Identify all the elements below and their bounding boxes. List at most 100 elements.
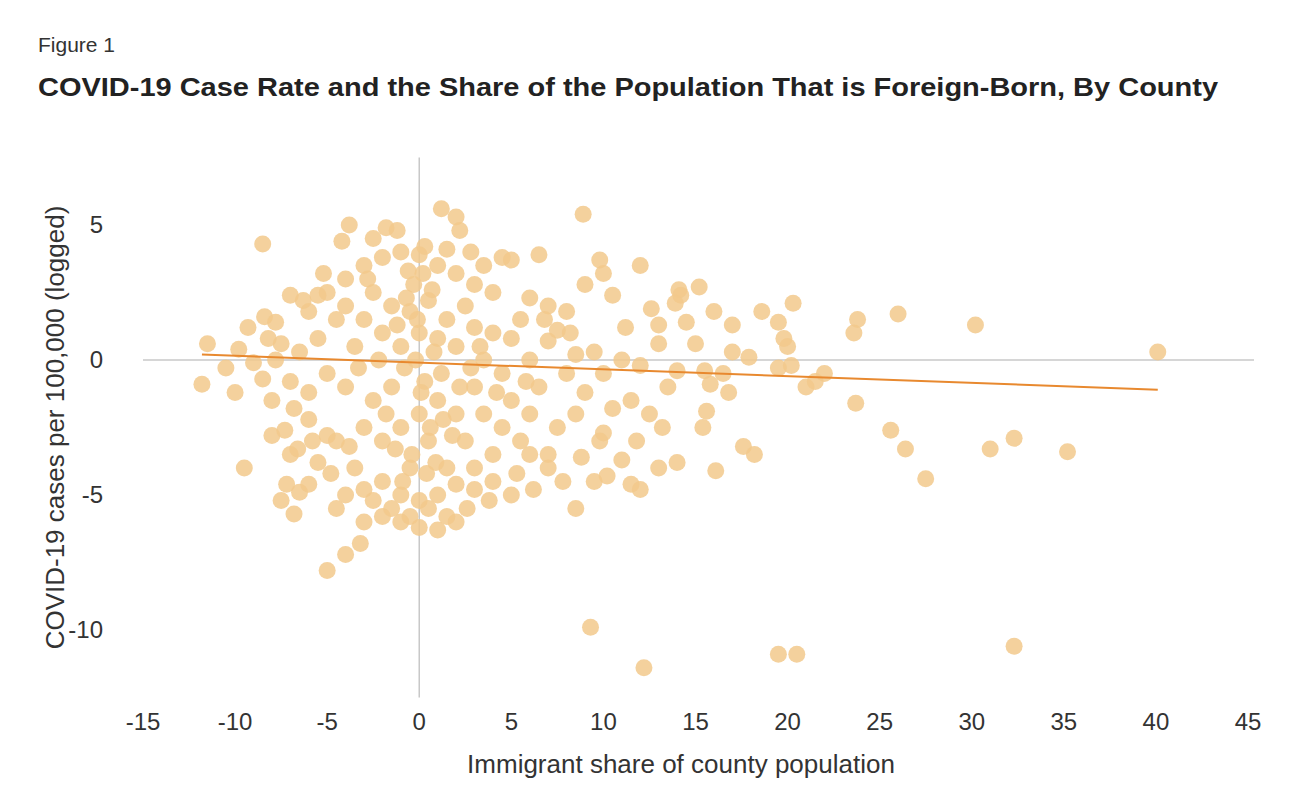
point — [494, 419, 511, 436]
point — [549, 419, 566, 436]
point — [484, 446, 501, 463]
figure-label: Figure 1 — [38, 33, 115, 56]
point — [982, 441, 999, 458]
point — [967, 316, 984, 333]
point — [604, 287, 621, 304]
point — [333, 233, 350, 250]
point — [650, 316, 667, 333]
point — [416, 238, 433, 255]
point — [705, 303, 722, 320]
point — [451, 379, 468, 396]
point — [424, 281, 441, 298]
point — [724, 316, 741, 333]
point — [604, 400, 621, 417]
point — [890, 306, 907, 323]
point — [322, 465, 339, 482]
point — [289, 441, 306, 458]
title: COVID-19 Case Rate and the Share of the … — [38, 73, 1218, 101]
y-tick-label: -10 — [68, 616, 103, 643]
point — [438, 241, 455, 258]
point — [350, 360, 367, 377]
point — [389, 222, 406, 239]
point — [409, 311, 426, 328]
point — [641, 406, 658, 423]
point — [427, 454, 444, 471]
point — [383, 379, 400, 396]
point — [319, 427, 336, 444]
point — [374, 325, 391, 342]
point — [577, 276, 594, 293]
point — [577, 384, 594, 401]
point — [617, 319, 634, 336]
y-tick-label: 5 — [90, 211, 103, 238]
point — [239, 319, 256, 336]
point — [740, 349, 757, 366]
point — [448, 476, 465, 493]
point — [400, 262, 417, 279]
point — [540, 446, 557, 463]
point — [650, 335, 667, 352]
point — [315, 265, 332, 282]
point — [558, 303, 575, 320]
point — [567, 406, 584, 423]
point — [536, 311, 553, 328]
point — [654, 419, 671, 436]
x-tick-label: 15 — [682, 708, 709, 735]
point — [484, 284, 501, 301]
point — [628, 433, 645, 450]
point — [586, 343, 603, 360]
point — [746, 446, 763, 463]
point — [694, 419, 711, 436]
point — [667, 295, 684, 312]
point — [300, 476, 317, 493]
point — [337, 546, 354, 563]
point — [260, 330, 277, 347]
point — [562, 325, 579, 342]
point — [341, 438, 358, 455]
point — [346, 338, 363, 355]
x-axis-label: Immigrant share of county population — [467, 749, 895, 779]
point — [411, 406, 428, 423]
point — [319, 562, 336, 579]
point — [591, 252, 608, 269]
point — [1006, 638, 1023, 655]
point — [481, 492, 498, 509]
point — [753, 303, 770, 320]
point — [383, 500, 400, 517]
point — [433, 200, 450, 217]
point — [466, 379, 483, 396]
chart: Figure 1 COVID-19 Case Rate and the Share… — [0, 0, 1290, 788]
point — [503, 330, 520, 347]
point — [236, 460, 253, 477]
point — [267, 352, 284, 369]
point — [484, 325, 501, 342]
point — [724, 343, 741, 360]
point — [392, 419, 409, 436]
point — [466, 481, 483, 498]
point — [623, 476, 640, 493]
point — [337, 487, 354, 504]
point — [300, 411, 317, 428]
point — [300, 384, 317, 401]
point — [554, 473, 571, 490]
point — [591, 433, 608, 450]
point — [669, 362, 686, 379]
point — [459, 500, 476, 517]
point — [356, 419, 373, 436]
point — [254, 235, 271, 252]
point — [798, 379, 815, 396]
point — [573, 449, 590, 466]
point — [429, 392, 446, 409]
point — [402, 508, 419, 525]
x-tick-label: 30 — [958, 708, 985, 735]
point — [425, 343, 442, 360]
point — [575, 206, 592, 223]
point — [352, 535, 369, 552]
point — [525, 481, 542, 498]
y-tick-label: -5 — [82, 481, 103, 508]
point — [595, 365, 612, 382]
point — [304, 433, 321, 450]
point — [365, 392, 382, 409]
point — [698, 403, 715, 420]
point — [394, 473, 411, 490]
